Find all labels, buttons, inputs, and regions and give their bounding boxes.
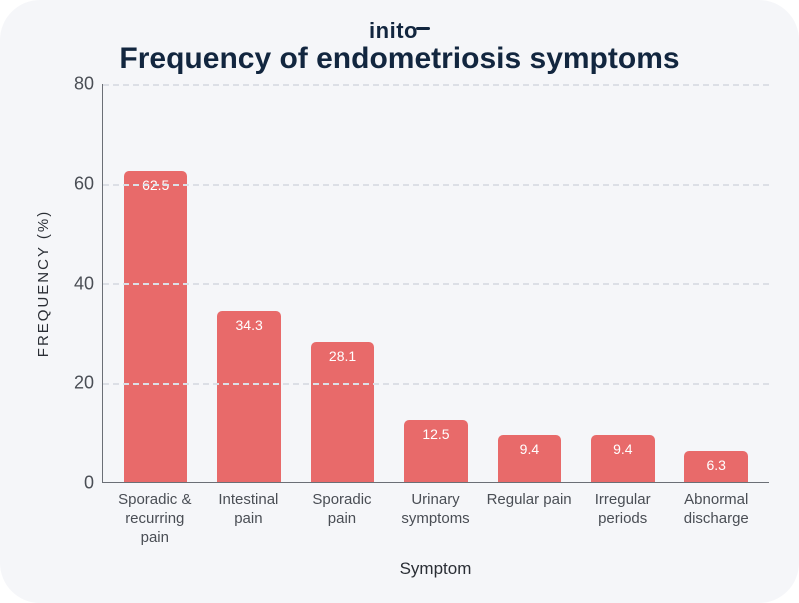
bar-value-label: 34.3 [236,317,263,333]
bar: 34.3 [217,311,281,482]
brand-logo-dash [416,27,430,30]
x-tick-label: Abnormal discharge [669,491,763,557]
x-tick-label: Regular pain [482,491,576,557]
gridline [103,283,769,285]
bar: 9.4 [498,435,562,482]
bar: 6.3 [684,451,748,482]
y-axis-ticks: 020406080 [58,84,102,483]
y-tick-label: 20 [74,373,94,394]
bar: 9.4 [591,435,655,482]
plot-wrap: FREQUENCY (%) 020406080 62.534.328.112.5… [30,84,769,557]
bar: 62.5 [124,171,188,482]
y-axis-label-col: FREQUENCY (%) [30,84,58,483]
plot-area: 62.5 34.3 28.1 12.5 9.4 9.4 6.3 [102,84,769,483]
y-axis-label: FREQUENCY (%) [36,210,53,357]
x-tick-label: Sporadic pain [295,491,389,557]
x-tick-label: Sporadic & recurring pain [108,491,202,557]
gridline [103,84,769,86]
bar-value-label: 9.4 [613,441,632,457]
y-tick-label: 80 [74,74,94,95]
x-axis-title: Symptom [102,559,769,579]
y-tick-label: 40 [74,273,94,294]
x-axis-labels: Sporadic & recurring painIntestinal pain… [102,483,769,557]
y-tick-label: 60 [74,173,94,194]
bar: 28.1 [311,342,375,482]
bar-value-label: 12.5 [422,426,449,442]
x-tick-label: Urinary symptoms [389,491,483,557]
bar: 12.5 [404,420,468,482]
bar-value-label: 9.4 [520,441,539,457]
brand-logo-text: inito [369,18,418,43]
chart-title: Frequency of endometriosis symptoms [30,42,769,76]
chart-card: inito Frequency of endometriosis symptom… [0,0,799,603]
plot-column: 62.5 34.3 28.1 12.5 9.4 9.4 6.3 Sporadic & rec… [102,84,769,557]
bar-value-label: 6.3 [707,457,726,473]
x-tick-label: Intestinal pain [202,491,296,557]
gridline [103,383,769,385]
y-tick-label: 0 [84,473,94,494]
gridline [103,184,769,186]
x-tick-label: Irregular periods [576,491,670,557]
bar-value-label: 28.1 [329,348,356,364]
brand-logo: inito [30,18,769,44]
